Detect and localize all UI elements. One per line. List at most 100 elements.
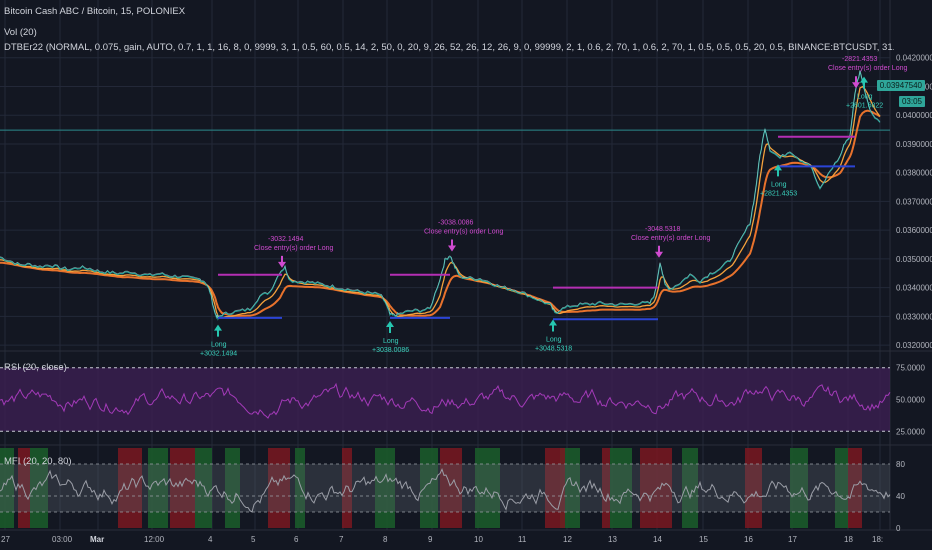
mfi-oversold-zone: [682, 448, 698, 528]
mfi-overbought-zone: [440, 448, 462, 528]
trade-label: Close entry(s) order Long: [254, 245, 333, 252]
trade-label: Long: [383, 338, 399, 345]
mfi-overbought-zone: [342, 448, 352, 528]
trade-label: Long: [546, 337, 562, 344]
x-tick-label: 7: [339, 535, 344, 544]
x-tick-label: 16: [744, 535, 753, 544]
trade-label: Long: [857, 94, 873, 101]
mfi-overbought-zone: [848, 448, 862, 528]
mfi-oversold-zone: [195, 448, 212, 528]
trade-pnl: +3048.5318: [535, 346, 572, 353]
mfi-line: [0, 467, 891, 513]
mfi-oversold-zone: [30, 448, 48, 528]
x-tick-label: 03:00: [52, 535, 73, 544]
price-wick-line: [0, 70, 881, 319]
x-tick-label: 13: [608, 535, 617, 544]
mfi-overbought-zone: [18, 448, 30, 528]
long-entry-arrow: [386, 320, 394, 333]
trade-label: Close entry(s) order Long: [631, 235, 710, 242]
mfi-band: [0, 464, 890, 512]
mfi-overbought-zone: [745, 448, 762, 528]
close-exit-arrow: [852, 76, 860, 89]
rsi-line: [0, 382, 891, 419]
x-tick-label: 11: [518, 535, 527, 544]
mfi-overbought-zone: [268, 448, 290, 528]
mfi-oversold-zone: [375, 448, 395, 528]
x-tick-label: 4: [208, 535, 213, 544]
mfi-oversold-zone: [835, 448, 848, 528]
x-tick-label: 8: [383, 535, 388, 544]
x-tick-label: 14: [653, 535, 662, 544]
trade-pnl: -3038.0086: [438, 219, 474, 226]
trade-pnl: +3038.0086: [372, 347, 409, 354]
trade-pnl: -2821.4353: [842, 56, 878, 63]
close-exit-arrow: [278, 255, 286, 268]
mfi-oversold-zone: [295, 448, 305, 528]
mfi-overbought-zone: [118, 448, 142, 528]
rsi-band: [0, 367, 890, 432]
symbol-title: Bitcoin Cash ABC / Bitcoin, 15, POLONIEX: [4, 6, 186, 17]
x-tick-label: Mar: [90, 535, 104, 544]
x-tick-label: 9: [428, 535, 433, 544]
bar-countdown-tag: 03:05: [898, 96, 925, 107]
x-tick-label: 15: [699, 535, 708, 544]
mfi-tick-label: 80: [896, 460, 905, 469]
x-tick-label: 12: [563, 535, 572, 544]
mfi-pane-label: MFI (20, 20, 80): [4, 456, 72, 467]
trade-pnl: +3032.1494: [200, 351, 237, 358]
mfi-overbought-zone: [640, 448, 655, 528]
x-tick-label: 18: [844, 535, 853, 544]
mfi-oversold-zone: [790, 448, 808, 528]
rsi-tick-label: 25.0000: [896, 427, 925, 436]
strategy-indicator-label: DTBEr22 (NORMAL, 0.075, gain, AUTO, 0.7,…: [4, 42, 894, 53]
mfi-overbought-zone: [655, 448, 672, 528]
x-tick-label: 27: [1, 535, 10, 544]
long-entry-arrow: [214, 324, 222, 337]
last-price-tag: 0.03947540: [876, 80, 925, 91]
trade-pnl: -3032.1494: [268, 236, 304, 243]
trade-pnl: -3048.5318: [645, 226, 681, 233]
mfi-oversold-zone: [420, 448, 438, 528]
trade-pnl: +2601.6822: [846, 103, 883, 110]
ema-slow-line: [0, 109, 881, 317]
long-entry-arrow: [860, 76, 868, 89]
trade-label: Close entry(s) order Long: [828, 65, 907, 72]
trade-label: Long: [771, 181, 787, 188]
long-entry-arrow: [549, 319, 557, 332]
long-entry-arrow: [774, 164, 782, 177]
rsi-tick-label: 75.0000: [896, 364, 925, 373]
y-tick-label: 0.03200000: [896, 341, 932, 350]
trade-pnl: +2821.4353: [760, 190, 797, 197]
mfi-overbought-zone: [602, 448, 610, 528]
x-tick-label: 12:00: [144, 535, 165, 544]
x-tick-label: 6: [294, 535, 299, 544]
price-line: [0, 70, 881, 321]
mfi-oversold-zone: [475, 448, 500, 528]
trade-label: Long: [211, 342, 227, 349]
volume-indicator-label: Vol (20): [4, 27, 37, 38]
trade-label: Close entry(s) order Long: [424, 228, 503, 235]
mfi-overbought-zone: [545, 448, 565, 528]
mfi-tick-label: 0: [896, 524, 901, 533]
mfi-oversold-zone: [0, 448, 14, 528]
close-exit-arrow: [655, 245, 663, 258]
mfi-oversold-zone: [225, 448, 240, 528]
rsi-pane-label: RSI (20, close): [4, 362, 67, 373]
x-tick-label: 5: [251, 535, 256, 544]
x-tick-label: 18:: [872, 535, 883, 544]
x-tick-label: 17: [788, 535, 797, 544]
mfi-oversold-zone: [148, 448, 168, 528]
mfi-oversold-zone: [610, 448, 632, 528]
rsi-tick-label: 50.0000: [896, 396, 925, 405]
mfi-tick-label: 40: [896, 492, 905, 501]
